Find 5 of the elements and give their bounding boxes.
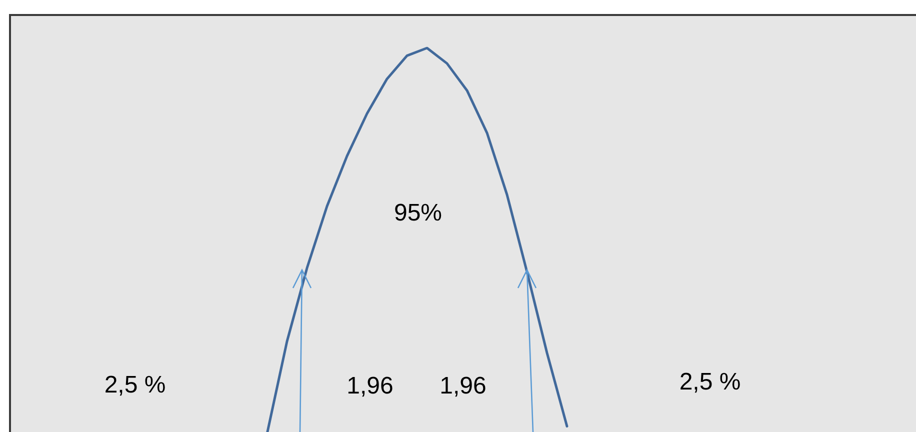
annotation: 1,96 [346,372,394,400]
text: 2,5 % [104,372,166,398]
annotation: 95% [394,200,442,226]
text: 2,5 % [679,368,741,396]
annotation: 1,96 [440,372,486,400]
